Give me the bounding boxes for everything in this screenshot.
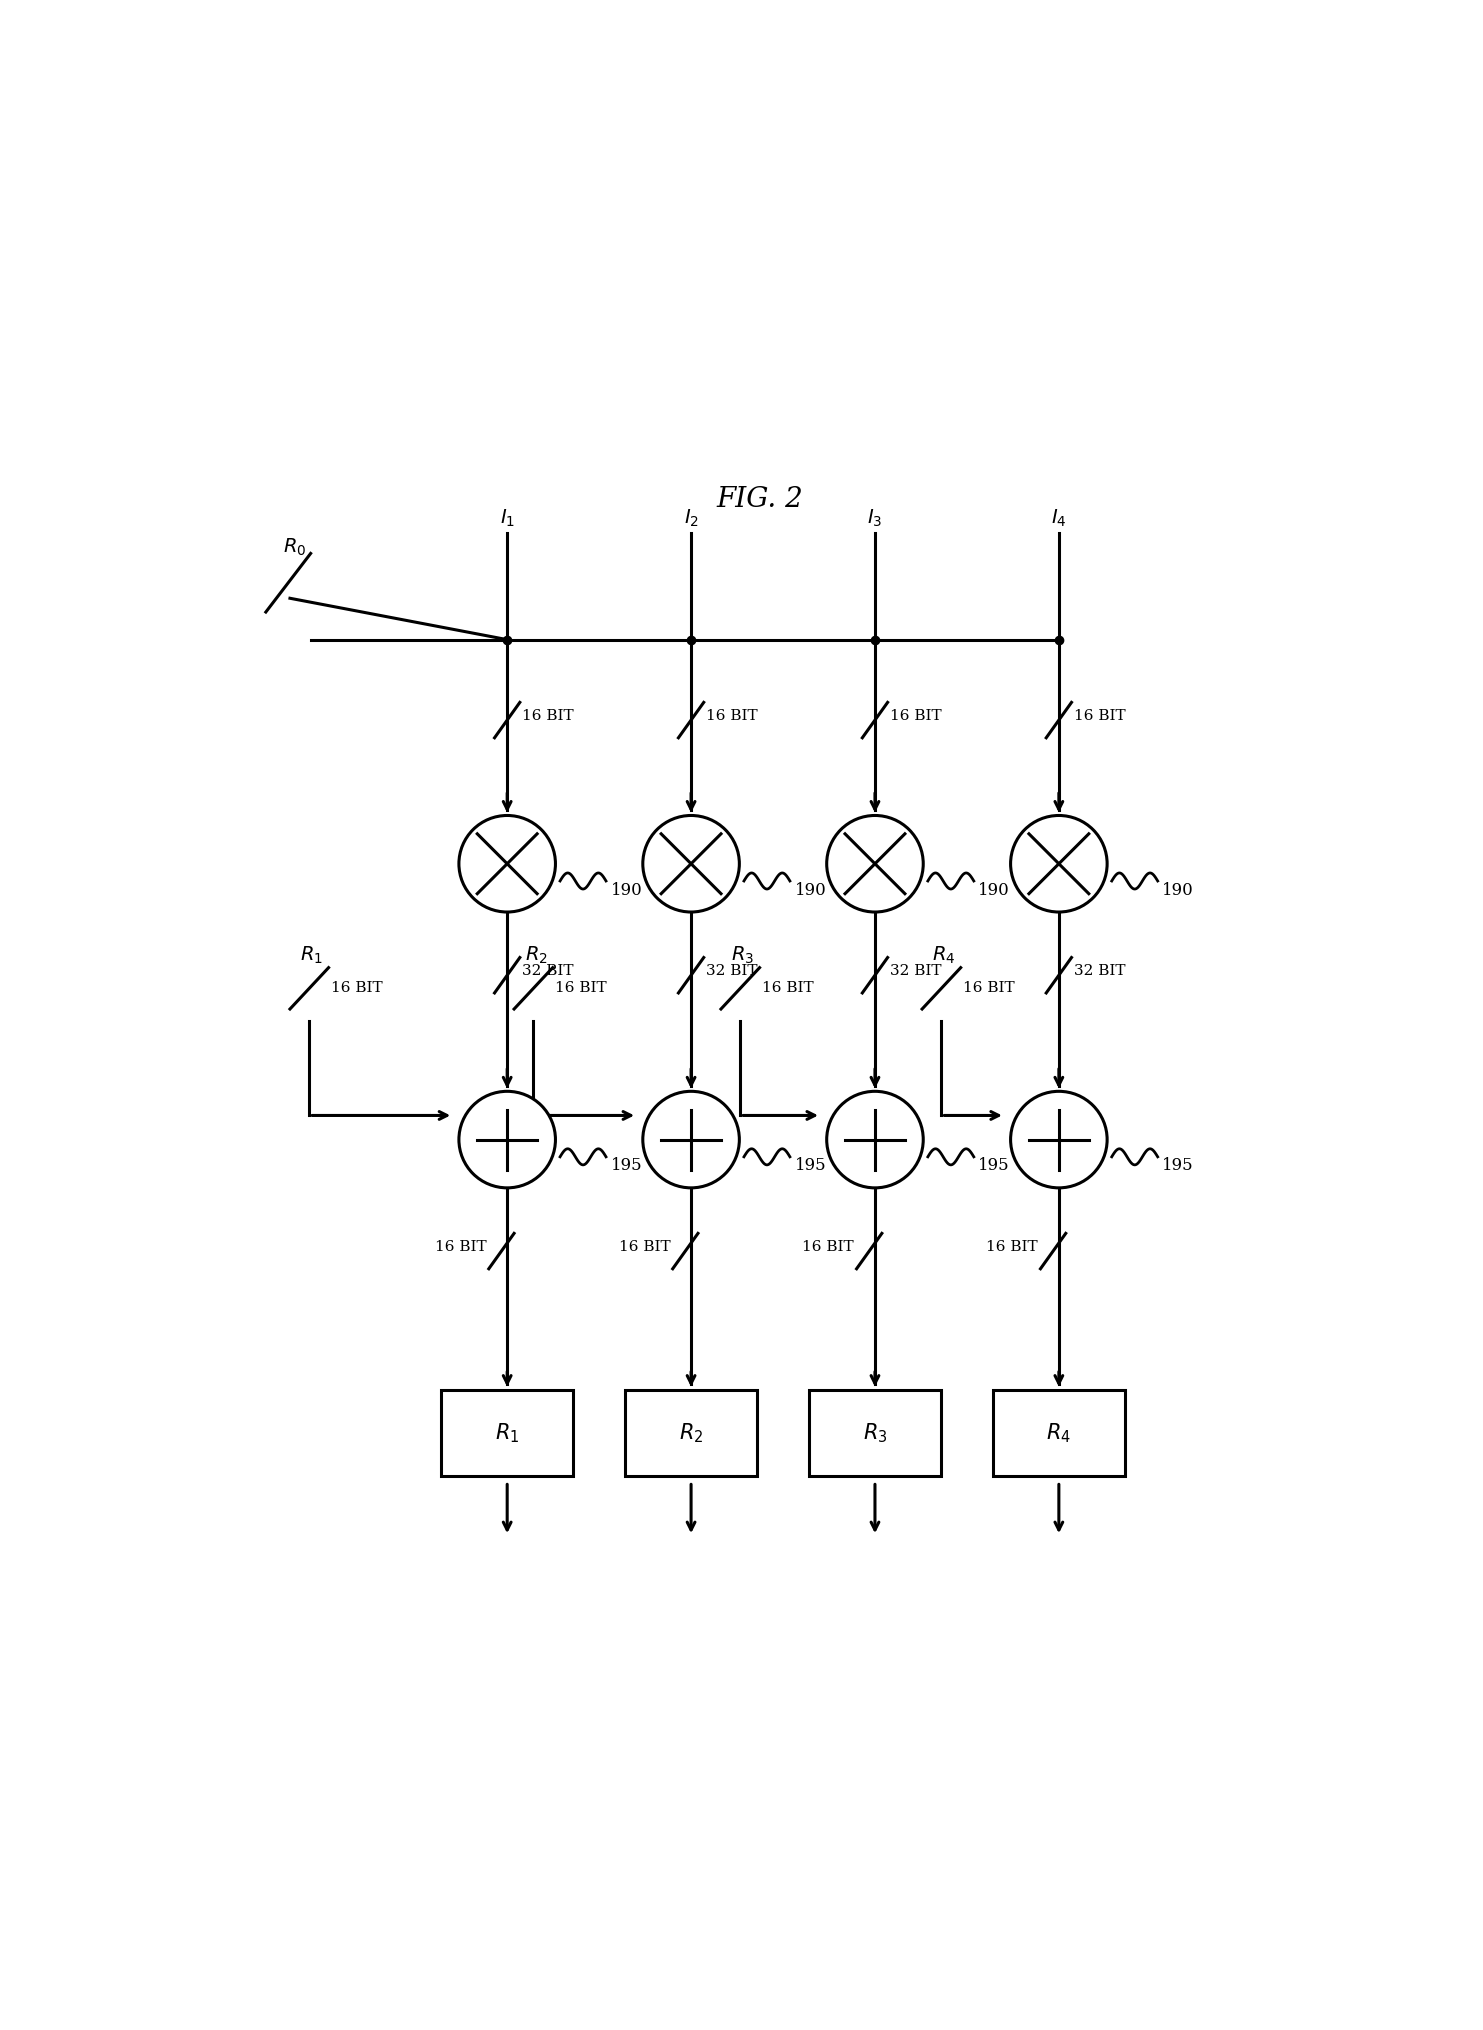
Text: $R_4$: $R_4$ — [933, 944, 955, 966]
Circle shape — [642, 1092, 740, 1188]
Text: 195: 195 — [979, 1157, 1010, 1173]
Text: 16 BIT: 16 BIT — [762, 980, 814, 995]
Text: $R_0$: $R_0$ — [283, 536, 305, 558]
Text: 16 BIT: 16 BIT — [802, 1240, 854, 1253]
Text: 190: 190 — [795, 881, 826, 897]
Text: 190: 190 — [979, 881, 1010, 897]
Bar — [992, 1391, 1126, 1476]
Text: 32 BIT: 32 BIT — [706, 964, 758, 978]
Text: 16 BIT: 16 BIT — [331, 980, 383, 995]
Text: 190: 190 — [611, 881, 642, 897]
Text: $R_1$: $R_1$ — [301, 944, 323, 966]
Bar — [440, 1391, 574, 1476]
Text: 32 BIT: 32 BIT — [1074, 964, 1126, 978]
Text: FIG. 2: FIG. 2 — [716, 485, 804, 512]
Text: 190: 190 — [1163, 881, 1194, 897]
Text: 195: 195 — [1163, 1157, 1194, 1173]
Bar — [808, 1391, 942, 1476]
Text: $I_2$: $I_2$ — [684, 508, 698, 530]
Text: $I_1$: $I_1$ — [500, 508, 515, 530]
Text: $R_3$: $R_3$ — [863, 1421, 887, 1445]
Text: 32 BIT: 32 BIT — [890, 964, 942, 978]
Text: 16 BIT: 16 BIT — [964, 980, 1014, 995]
Text: $R_2$: $R_2$ — [525, 944, 547, 966]
Bar — [624, 1391, 758, 1476]
Circle shape — [1010, 1092, 1108, 1188]
Text: $R_3$: $R_3$ — [731, 944, 755, 966]
Text: 16 BIT: 16 BIT — [706, 708, 758, 723]
Text: 16 BIT: 16 BIT — [522, 708, 574, 723]
Text: 16 BIT: 16 BIT — [890, 708, 942, 723]
Circle shape — [1010, 816, 1108, 914]
Text: $I_3$: $I_3$ — [868, 508, 882, 530]
Text: 195: 195 — [795, 1157, 826, 1173]
Text: 16 BIT: 16 BIT — [556, 980, 607, 995]
Text: $R_1$: $R_1$ — [495, 1421, 519, 1445]
Text: $R_4$: $R_4$ — [1047, 1421, 1071, 1445]
Circle shape — [826, 1092, 924, 1188]
Text: $R_2$: $R_2$ — [679, 1421, 703, 1445]
Text: 16 BIT: 16 BIT — [435, 1240, 486, 1253]
Circle shape — [458, 816, 556, 914]
Text: 16 BIT: 16 BIT — [618, 1240, 670, 1253]
Text: 32 BIT: 32 BIT — [522, 964, 574, 978]
Text: 195: 195 — [611, 1157, 642, 1173]
Text: 16 BIT: 16 BIT — [986, 1240, 1038, 1253]
Circle shape — [642, 816, 740, 914]
Text: 16 BIT: 16 BIT — [1074, 708, 1126, 723]
Circle shape — [826, 816, 924, 914]
Text: $I_4$: $I_4$ — [1051, 508, 1066, 530]
Circle shape — [458, 1092, 556, 1188]
